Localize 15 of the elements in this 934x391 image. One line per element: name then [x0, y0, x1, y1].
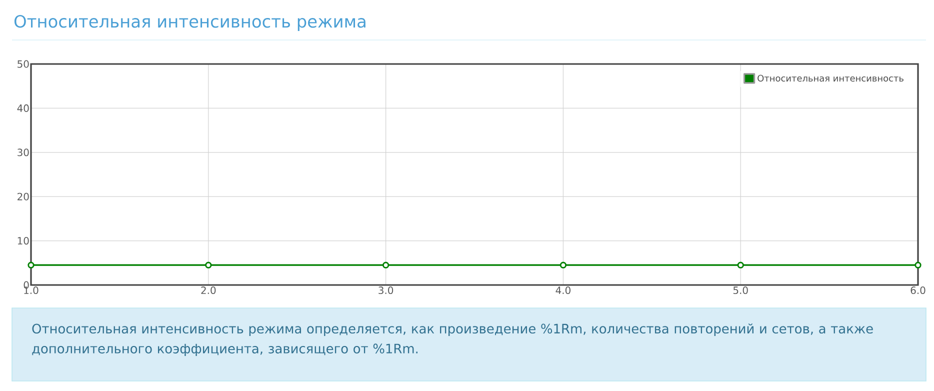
x-tick-label: 3.0 [378, 286, 394, 294]
y-tick-label: 30 [18, 148, 29, 156]
legend-label: Относительная интенсивность [758, 74, 904, 82]
y-tick-label: 0 [24, 281, 29, 289]
text: Относительная интенсивность режима определяется, как произведение %1Rm, количества повторений и сетов, а также дополнительного коэффициента, зависящего от %1Rm. [32, 324, 873, 356]
y-tick-label: 20 [18, 192, 29, 200]
x-tick-label: 6.0 [910, 286, 926, 294]
x-tick-label: 1.0 [24, 286, 38, 294]
y-tick-label: 40 [17, 104, 29, 112]
x-tick-label: 5.0 [733, 286, 748, 294]
chart-title: Относительная интенсивность режима [14, 14, 366, 32]
y-tick-label: 50 [18, 60, 29, 68]
x-tick-label: 4.0 [556, 286, 570, 294]
x-tick-label: 2.0 [201, 286, 216, 294]
y-tick-label: 10 [18, 237, 29, 245]
